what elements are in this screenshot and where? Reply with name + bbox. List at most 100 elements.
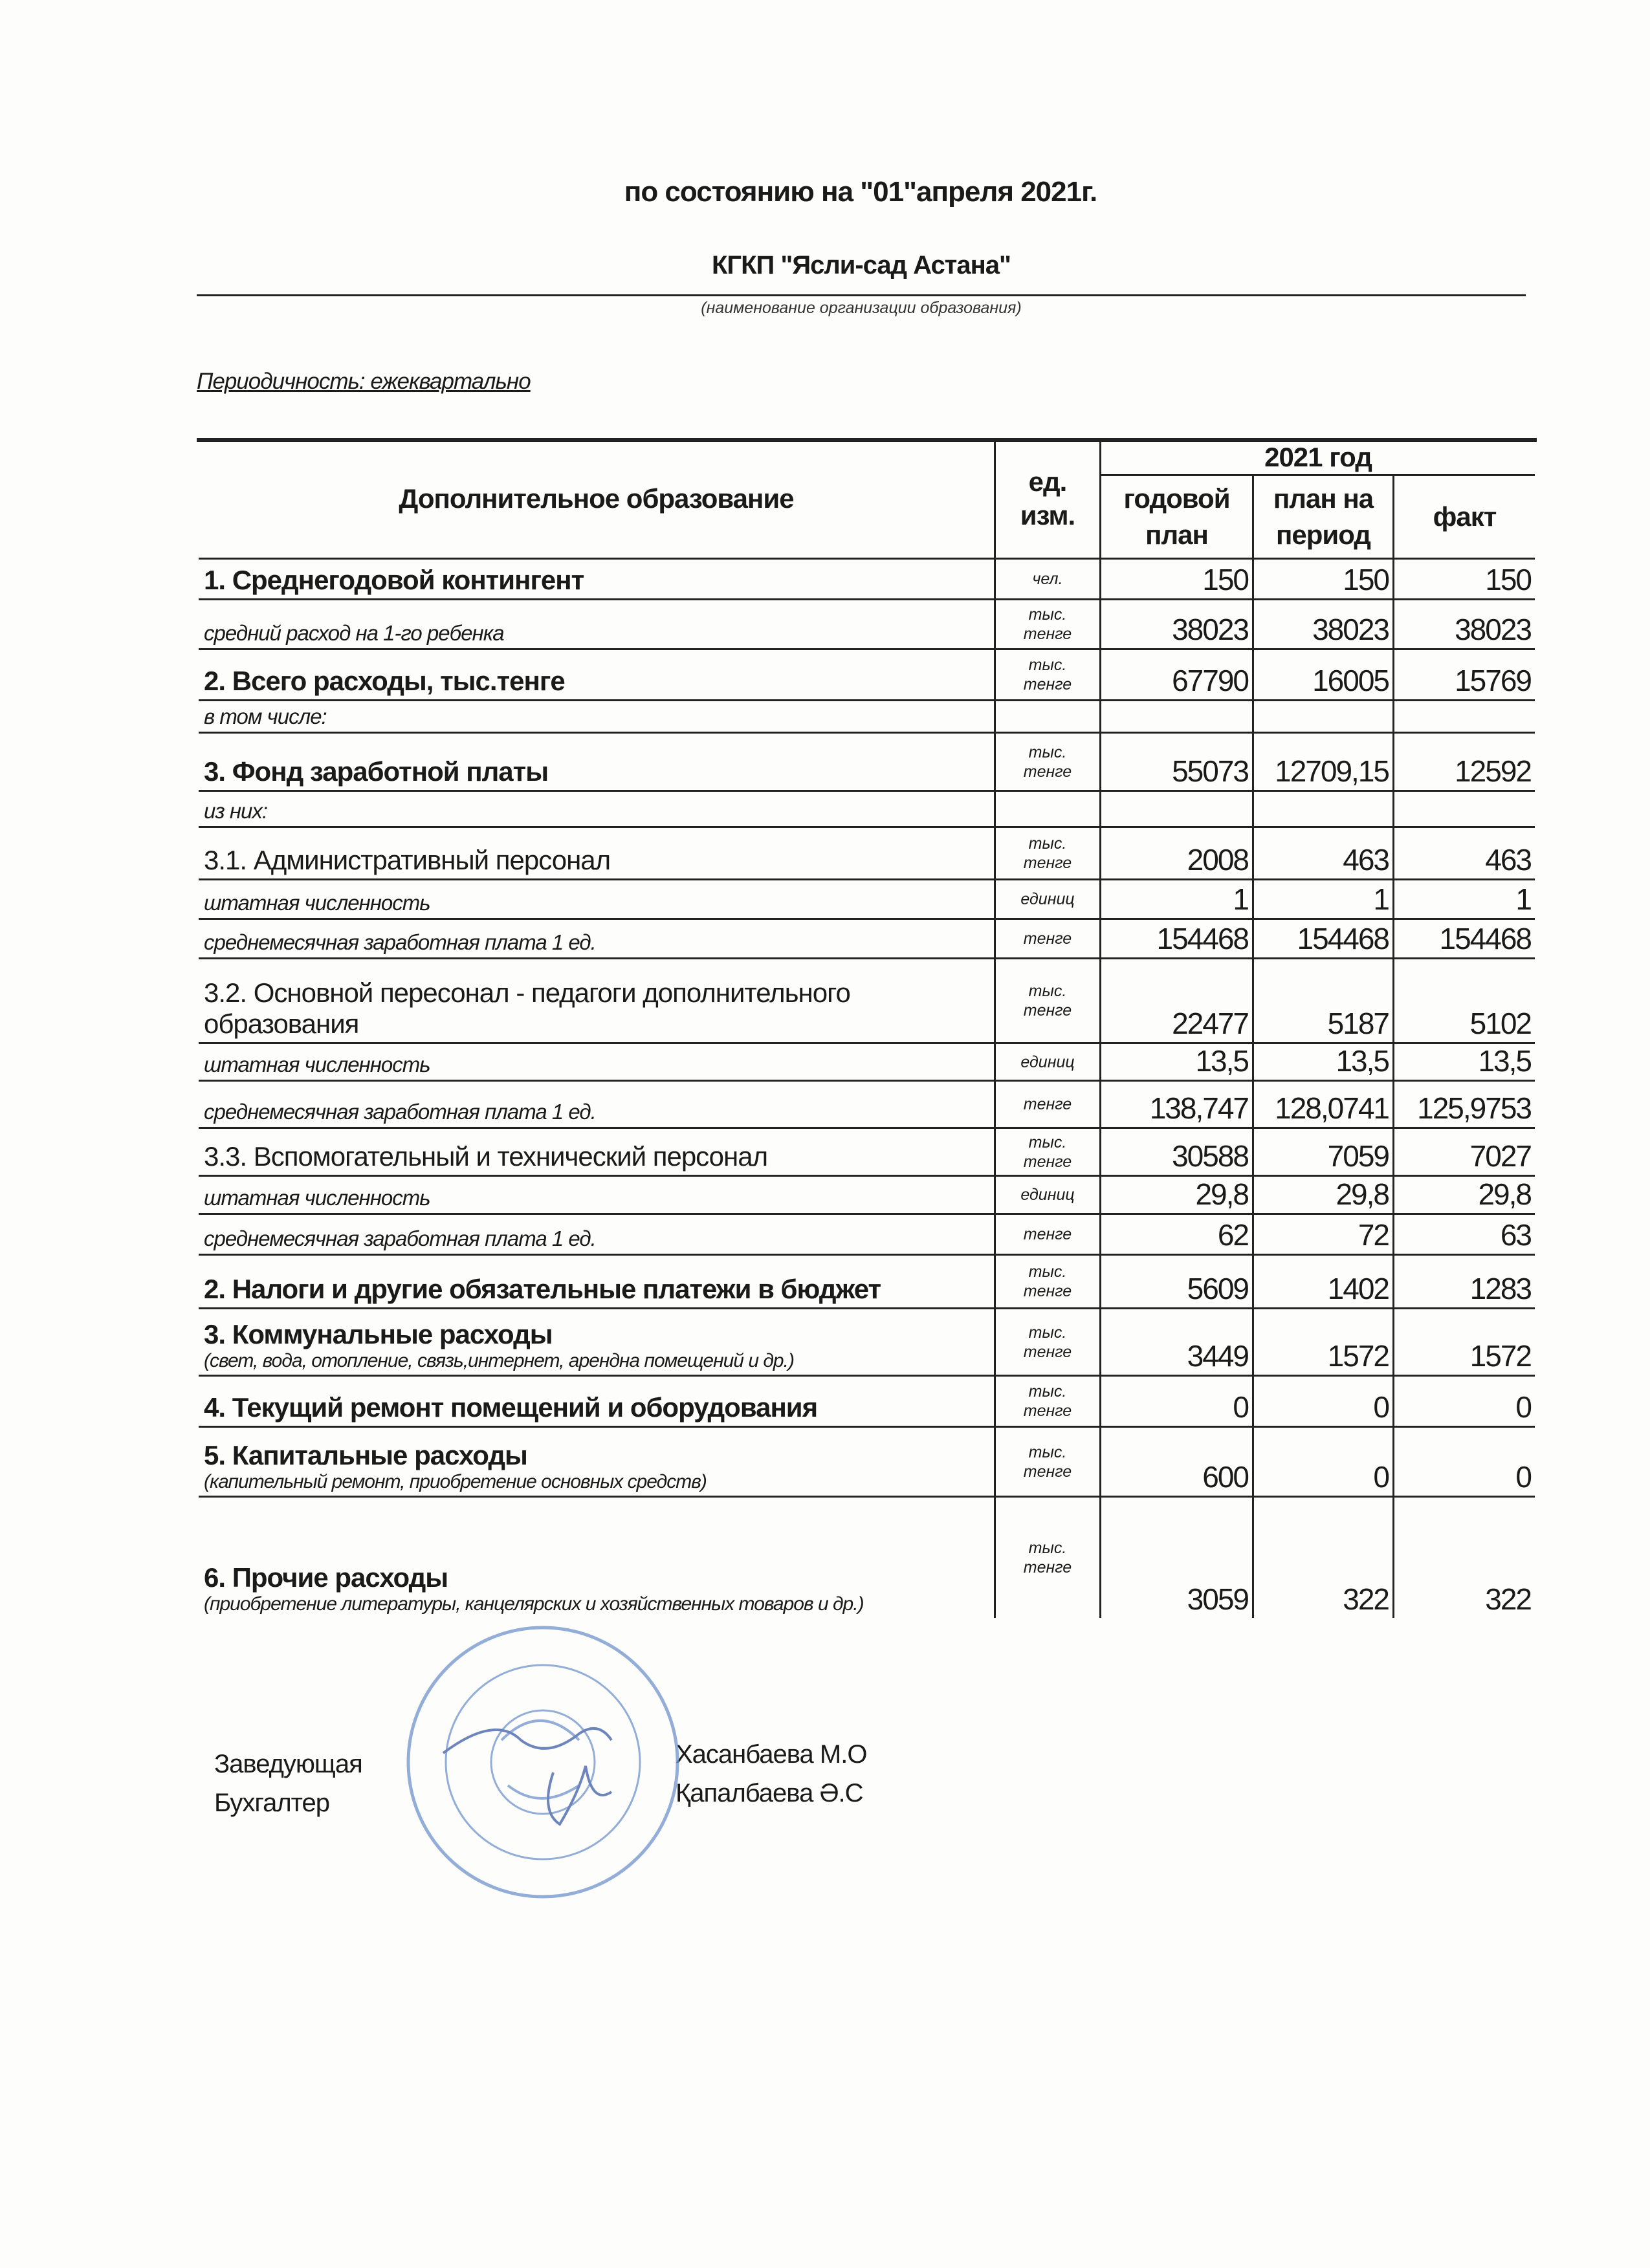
row-label: 3. Коммунальные расходы bbox=[204, 1319, 553, 1349]
unit-cell: тенге bbox=[994, 1215, 1099, 1254]
report-date-title: по состоянию на "01"апреля 2021г. bbox=[624, 176, 1098, 208]
table-row: 3.1. Административный персонал тыс. тенге… bbox=[199, 826, 1535, 878]
annual-plan-value: 13,5 bbox=[1099, 1044, 1252, 1080]
period-plan-value: 154468 bbox=[1252, 920, 1392, 957]
row-label-cell: 3.1. Административный персонал bbox=[199, 828, 994, 878]
fact-value: 125,9753 bbox=[1392, 1082, 1535, 1127]
unit-cell: чел. bbox=[994, 560, 1099, 598]
period-plan-value: 29,8 bbox=[1252, 1177, 1392, 1213]
unit-cell: тыс. тенге bbox=[994, 1498, 1099, 1618]
annual-plan-value: 29,8 bbox=[1099, 1177, 1252, 1213]
annual-plan-value: 150 bbox=[1099, 560, 1252, 598]
unit-cell: тыс. тенге bbox=[994, 959, 1099, 1042]
column-header-fact: факт bbox=[1392, 476, 1535, 558]
table-row: штатная численность единиц 13,5 13,5 13,5 bbox=[199, 1042, 1535, 1080]
column-header-unit: ед. изм. bbox=[994, 440, 1099, 558]
period-plan-value: 0 bbox=[1252, 1428, 1392, 1496]
table-row: 3. Коммунальные расходы (свет, вода, отоп… bbox=[199, 1307, 1535, 1375]
organization-name: КГКП "Ясли-сад Астана" bbox=[712, 251, 1011, 279]
annual-plan-value: 3059 bbox=[1099, 1498, 1252, 1618]
unit-cell: единиц bbox=[994, 1044, 1099, 1080]
unit-cell: тенге bbox=[994, 920, 1099, 957]
table-row: штатная численность единиц 1 1 1 bbox=[199, 878, 1535, 918]
stamp-emblem-wings bbox=[500, 1719, 580, 1800]
unit-cell: тыс. тенге bbox=[994, 1256, 1099, 1307]
stamp-emblem bbox=[490, 1709, 596, 1815]
period-plan-value: 463 bbox=[1252, 828, 1392, 878]
annual-plan-value: 138,747 bbox=[1099, 1082, 1252, 1127]
fact-value: 38023 bbox=[1392, 600, 1535, 648]
table-row: 3.2. Основной пересонал - педагоги допол… bbox=[199, 957, 1535, 1042]
row-label-cell: в том числе: bbox=[199, 701, 994, 732]
accountant-role: Бухгалтер bbox=[214, 1789, 330, 1817]
unit-cell: тыс. тенге bbox=[994, 1377, 1099, 1426]
row-label: 6. Прочие расходы bbox=[204, 1562, 448, 1593]
table-row: штатная численность единиц 29,8 29,8 29,8 bbox=[199, 1175, 1535, 1213]
row-label-cell: средний расход на 1-го ребенка bbox=[199, 600, 994, 648]
annual-plan-value: 62 bbox=[1099, 1215, 1252, 1254]
row-label-cell: 2. Налоги и другие обязательные платежи … bbox=[199, 1256, 994, 1307]
signature-scribbles bbox=[442, 1727, 613, 1826]
row-label-cell: штатная численность bbox=[199, 880, 994, 918]
fact-value bbox=[1392, 701, 1535, 732]
fact-value: 154468 bbox=[1392, 920, 1535, 957]
column-header-year: 2021 год bbox=[1099, 440, 1535, 476]
row-label-cell: 2. Всего расходы, тыс.тенге bbox=[199, 650, 994, 699]
row-label: 3.3. Вспомогательный и технический персо… bbox=[204, 1141, 768, 1172]
table-row: средний расход на 1-го ребенка тыс. тенге… bbox=[199, 598, 1535, 648]
period-plan-value: 7059 bbox=[1252, 1129, 1392, 1175]
fact-value: 63 bbox=[1392, 1215, 1535, 1254]
head-role: Заведующая bbox=[214, 1750, 363, 1778]
row-label-cell: среднемесячная заработная плата 1 ед. bbox=[199, 1215, 994, 1254]
periodicity: Периодичность: ежеквартально bbox=[197, 369, 531, 394]
row-label: 3.1. Административный персонал bbox=[204, 845, 611, 875]
row-label-cell: 3.3. Вспомогательный и технический персо… bbox=[199, 1129, 994, 1175]
period-plan-value: 0 bbox=[1252, 1377, 1392, 1426]
unit-cell: тыс. тенге bbox=[994, 1428, 1099, 1496]
row-label-cell: среднемесячная заработная плата 1 ед. bbox=[199, 1082, 994, 1127]
row-label-cell: из них: bbox=[199, 792, 994, 826]
fact-value: 1572 bbox=[1392, 1309, 1535, 1375]
row-label: средний расход на 1-го ребенка bbox=[204, 621, 505, 645]
table-row: 3.3. Вспомогательный и технический персо… bbox=[199, 1127, 1535, 1175]
period-plan-value: 1402 bbox=[1252, 1256, 1392, 1307]
annual-plan-value bbox=[1099, 701, 1252, 732]
unit-cell: тыс. тенге bbox=[994, 600, 1099, 648]
period-plan-value: 72 bbox=[1252, 1215, 1392, 1254]
row-label-cell: 3.2. Основной пересонал - педагоги допол… bbox=[199, 959, 994, 1042]
table-row: 4. Текущий ремонт помещений и оборудован… bbox=[199, 1375, 1535, 1426]
row-label: 3.2. Основной пересонал - педагоги допол… bbox=[204, 977, 851, 1039]
table-row: из них: bbox=[199, 790, 1535, 826]
fact-value: 5102 bbox=[1392, 959, 1535, 1042]
unit-cell: тенге bbox=[994, 1082, 1099, 1127]
period-plan-value: 12709,15 bbox=[1252, 734, 1392, 790]
annual-plan-value: 0 bbox=[1099, 1377, 1252, 1426]
fact-value: 15769 bbox=[1392, 650, 1535, 699]
table-row: 3. Фонд заработной платы тыс. тенге 55073 1… bbox=[199, 732, 1535, 790]
row-label: 3. Фонд заработной платы bbox=[204, 756, 549, 787]
annual-plan-value: 30588 bbox=[1099, 1129, 1252, 1175]
period-plan-value: 13,5 bbox=[1252, 1044, 1392, 1080]
fact-value: 13,5 bbox=[1392, 1044, 1535, 1080]
unit-cell: тыс. тенге bbox=[994, 828, 1099, 878]
row-label: в том числе: bbox=[204, 704, 327, 728]
fact-value: 12592 bbox=[1392, 734, 1535, 790]
unit-cell bbox=[994, 792, 1099, 826]
stamp-inner-ring bbox=[445, 1664, 641, 1860]
annual-plan-value: 154468 bbox=[1099, 920, 1252, 957]
annual-plan-value: 5609 bbox=[1099, 1256, 1252, 1307]
table-row: 5. Капитальные расходы (капительный ремон… bbox=[199, 1426, 1535, 1496]
row-label: штатная численность bbox=[204, 891, 431, 915]
column-header-title: Дополнительное образование bbox=[399, 483, 794, 514]
row-label: штатная численность bbox=[204, 1186, 431, 1210]
period-plan-value bbox=[1252, 701, 1392, 732]
row-sublabel: (капительный ремонт, приобретение основн… bbox=[204, 1471, 707, 1492]
budget-table: Дополнительное образование ед. изм. 2021… bbox=[197, 438, 1537, 1618]
annual-plan-value: 55073 bbox=[1099, 734, 1252, 790]
column-header-annual-plan: годовой план bbox=[1099, 476, 1252, 558]
unit-cell: единиц bbox=[994, 1177, 1099, 1213]
row-label-cell: 6. Прочие расходы (приобретение литератур… bbox=[199, 1498, 994, 1618]
row-label: из них: bbox=[204, 799, 268, 823]
unit-cell bbox=[994, 701, 1099, 732]
head-name: Хасанбаева М.О bbox=[676, 1740, 867, 1769]
